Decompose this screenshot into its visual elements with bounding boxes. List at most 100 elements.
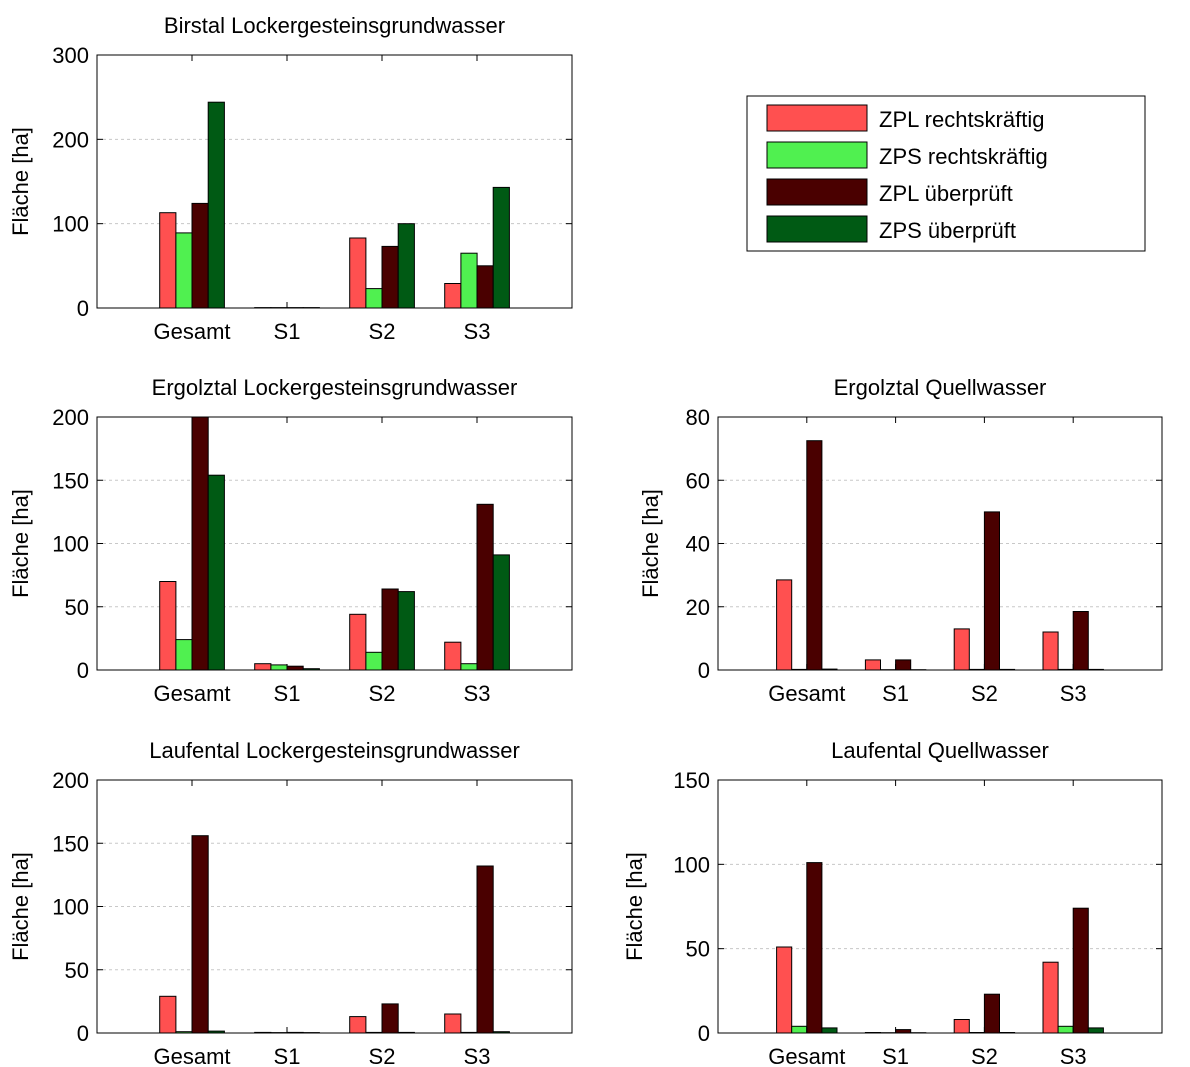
- bar-zpl-berpr-ft-s1: [895, 1029, 912, 1034]
- bar-zpl-rechtskr-ftig-s2: [349, 1016, 367, 1034]
- bar-zpl-berpr-ft-s3: [1072, 907, 1089, 1034]
- bar-zpl-berpr-ft-gesamt: [191, 835, 209, 1034]
- bar-zpl-rechtskr-ftig-s3: [1042, 631, 1059, 671]
- x-tick-label: S2: [369, 1044, 396, 1067]
- y-axis-label: Fläche [ha]: [638, 489, 663, 598]
- x-tick-label: S3: [464, 681, 491, 706]
- bar-zpl-rechtskr-ftig-s3: [444, 641, 462, 671]
- legend-label-zpl-berpr-ft: ZPL überprüft: [879, 181, 1013, 206]
- bar-zpl-berpr-ft-s3: [476, 265, 494, 309]
- bar-zpl-berpr-ft-s2: [381, 588, 399, 671]
- bar-zps-berpr-ft-s3: [492, 186, 510, 309]
- bar-zpl-rechtskr-ftig-gesamt: [776, 579, 793, 671]
- bar-zpl-berpr-ft-gesamt: [806, 440, 823, 671]
- y-tick-label: 0: [698, 1021, 710, 1046]
- bar-zps-rechtskr-ftig-gesamt: [791, 1025, 808, 1034]
- bar-zpl-rechtskr-ftig-s1: [254, 663, 272, 671]
- bar-zpl-berpr-ft-s3: [1072, 611, 1089, 671]
- x-tick-label: S3: [1060, 1044, 1087, 1067]
- bar-zps-rechtskr-ftig-gesamt: [175, 232, 193, 309]
- bar-zps-rechtskr-ftig-s3: [460, 252, 478, 309]
- y-tick-label: 0: [698, 658, 710, 683]
- y-tick-label: 300: [52, 43, 89, 68]
- x-tick-label: Gesamt: [768, 1044, 845, 1067]
- y-tick-label: 80: [686, 405, 710, 430]
- legend-swatch-zpl-berpr-ft: [766, 178, 868, 206]
- y-tick-label: 50: [65, 958, 89, 983]
- x-tick-label: S3: [464, 319, 491, 344]
- y-tick-label: 200: [52, 768, 89, 793]
- bar-zps-berpr-ft-s2: [397, 591, 415, 671]
- y-tick-label: 50: [686, 937, 710, 962]
- y-tick-label: 100: [52, 895, 89, 920]
- bar-zpl-berpr-ft-s3: [476, 503, 494, 671]
- bar-zpl-rechtskr-ftig-gesamt: [159, 212, 177, 309]
- x-tick-label: S3: [464, 1044, 491, 1067]
- bar-zps-rechtskr-ftig-s2: [365, 288, 383, 309]
- bar-zps-rechtskr-ftig-gesamt: [175, 639, 193, 671]
- y-tick-label: 60: [686, 468, 710, 493]
- legend-items: ZPL rechtskräftig ZPS rechtskräftig ZPL üb…: [766, 104, 1048, 243]
- x-tick-label: Gesamt: [768, 681, 845, 706]
- legend-swatch-zps-berpr-ft: [766, 215, 868, 243]
- axes-frame: [717, 416, 1163, 671]
- x-tick-label: S2: [369, 681, 396, 706]
- y-tick-label: 0: [77, 296, 89, 321]
- y-tick-label: 200: [52, 405, 89, 430]
- bar-zpl-rechtskr-ftig-s3: [444, 283, 462, 309]
- axes-frame: [96, 54, 573, 309]
- legend-label-zpl-rechtskr-ftig: ZPL rechtskräftig: [879, 107, 1044, 132]
- chart-panel-ergolztal-quellwasser: 0 20 40 60 80 Gesamt S1 S2 S3 Ergolztal Quellwass…: [638, 375, 1163, 706]
- bar-zpl-rechtskr-ftig-s1: [864, 659, 882, 671]
- x-tick-label: S2: [971, 681, 998, 706]
- bar-zps-berpr-ft-gesamt: [207, 474, 225, 671]
- axes-frame: [96, 416, 573, 671]
- bar-zpl-rechtskr-ftig-s2: [953, 1019, 970, 1034]
- chart-title: Laufental Lockergesteinsgrundwasser: [149, 738, 520, 763]
- legend-label-zps-berpr-ft: ZPS überprüft: [879, 218, 1016, 243]
- bar-zps-rechtskr-ftig-s2: [365, 651, 383, 671]
- y-tick-label: 200: [52, 127, 89, 152]
- bar-zpl-berpr-ft-s2: [983, 993, 1001, 1034]
- bar-zpl-rechtskr-ftig-gesamt: [159, 581, 177, 671]
- x-tick-label: Gesamt: [153, 1044, 230, 1067]
- chart-panel-ergolztal-lockergesteinsgrundwasser: 0 50 100 150 200 Gesamt S1 S2 S3 Ergolztal Locker…: [8, 375, 573, 706]
- bar-zpl-rechtskr-ftig-s3: [444, 1013, 462, 1034]
- chart-panel-laufental-lockergesteinsgrundwasser: 0 50 100 150 200 Gesamt S1 S2 S3 Laufental Locker…: [8, 738, 573, 1067]
- axes-frame: [96, 779, 573, 1034]
- chart-panel-laufental-quellwasser: 0 50 100 150 Gesamt S1 S2 S3 Laufental Quellwass…: [622, 738, 1163, 1067]
- y-axis-label: Fläche [ha]: [8, 852, 33, 961]
- bar-zpl-berpr-ft-s3: [476, 865, 494, 1034]
- x-tick-label: S1: [274, 319, 301, 344]
- bar-zps-rechtskr-ftig-s3: [1057, 1025, 1074, 1034]
- bar-zps-berpr-ft-gesamt: [207, 101, 225, 309]
- y-tick-label: 0: [77, 1021, 89, 1046]
- bar-zps-berpr-ft-s2: [397, 223, 415, 309]
- bar-zpl-rechtskr-ftig-gesamt: [159, 995, 177, 1034]
- y-tick-label: 100: [52, 212, 89, 237]
- x-tick-label: S1: [274, 681, 301, 706]
- bar-zpl-rechtskr-ftig-s2: [349, 237, 367, 309]
- chart-panel-birstal-lockergesteinsgrundwasser: 0 100 200 300 Gesamt S1 S2 S3 Birstal Lockergest…: [8, 13, 573, 344]
- bar-zpl-rechtskr-ftig-s3: [1042, 961, 1059, 1034]
- legend-label-zps-rechtskr-ftig: ZPS rechtskräftig: [879, 144, 1048, 169]
- bar-zps-rechtskr-ftig-s3: [460, 663, 478, 671]
- y-axis-label: Fläche [ha]: [622, 852, 647, 961]
- y-tick-label: 50: [65, 595, 89, 620]
- bar-zpl-rechtskr-ftig-s2: [953, 628, 970, 671]
- bar-zpl-berpr-ft-gesamt: [806, 862, 823, 1034]
- x-tick-label: Gesamt: [153, 319, 230, 344]
- y-axis-label: Fläche [ha]: [8, 489, 33, 598]
- chart-title: Ergolztal Quellwasser: [834, 375, 1047, 400]
- legend-swatch-zpl-rechtskr-ftig: [766, 104, 868, 132]
- bar-zps-rechtskr-ftig-s1: [270, 664, 288, 671]
- bar-zpl-berpr-ft-gesamt: [191, 416, 209, 671]
- x-tick-label: S2: [369, 319, 396, 344]
- bar-zpl-berpr-ft-s1: [286, 665, 304, 671]
- y-tick-label: 100: [673, 852, 710, 877]
- y-axis-label: Fläche [ha]: [8, 127, 33, 236]
- bar-zps-berpr-ft-s3: [1087, 1027, 1104, 1034]
- bar-zpl-berpr-ft-s2: [381, 1003, 399, 1034]
